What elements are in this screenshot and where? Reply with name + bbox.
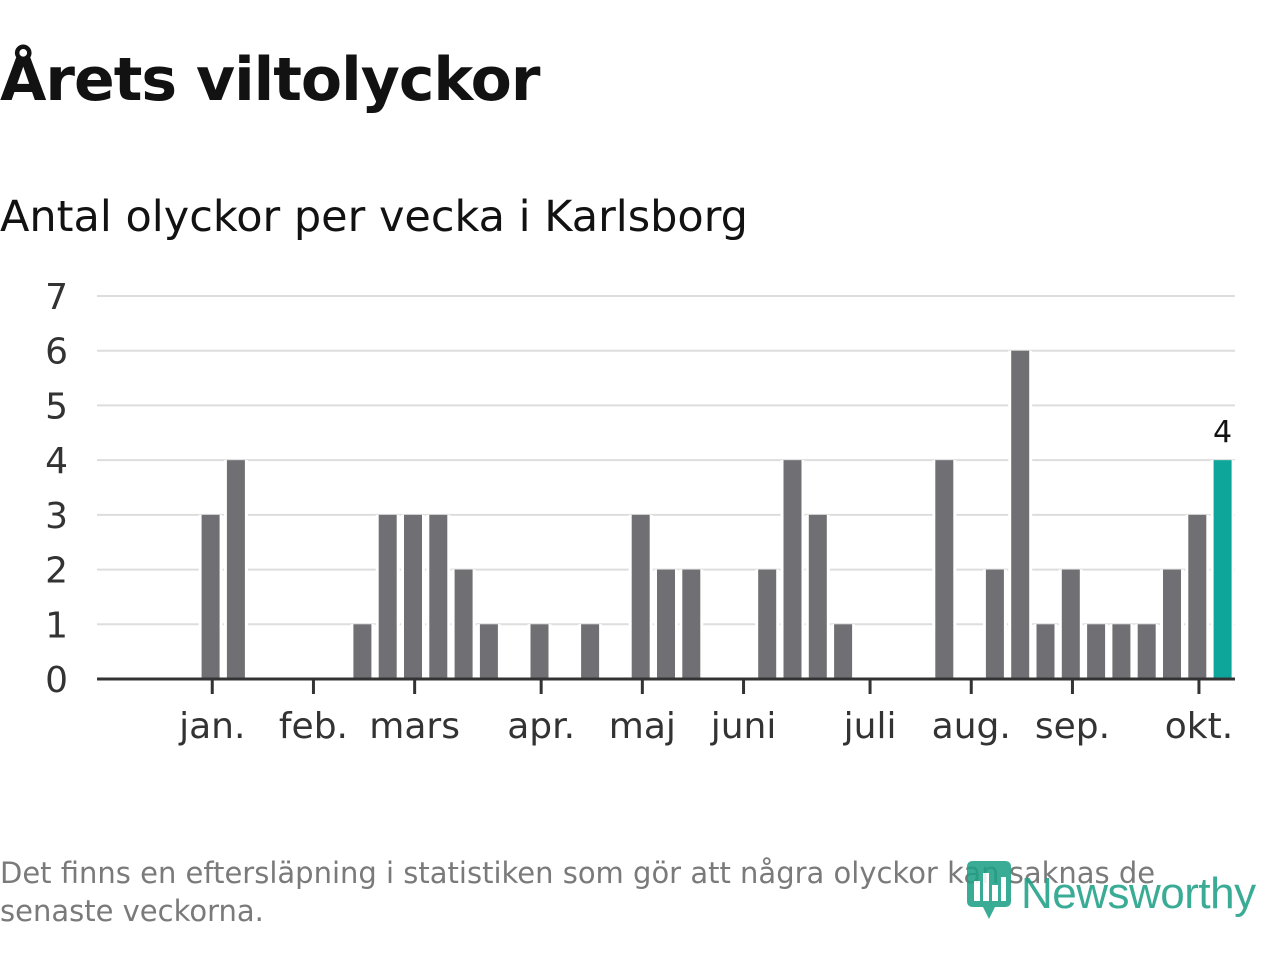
bar	[378, 514, 397, 679]
bar	[429, 514, 448, 679]
y-tick-label: 4	[45, 441, 68, 482]
x-tick-label: jan.	[178, 706, 245, 747]
bar	[479, 624, 498, 679]
y-tick-label: 0	[45, 660, 68, 701]
y-tick-label: 7	[45, 277, 68, 318]
brand-logo: Newsworthy	[963, 858, 1256, 930]
bar	[1036, 624, 1055, 679]
y-tick-label: 2	[45, 551, 68, 592]
bar	[353, 624, 372, 679]
bar	[1188, 514, 1207, 679]
bar	[404, 514, 422, 679]
chart-subtitle: Antal olyckor per vecka i Karlsborg	[0, 192, 748, 242]
x-tick-label: maj	[609, 706, 676, 747]
x-axis-labels: jan. feb. mars apr. maj juni juli aug. sep. okt.	[178, 706, 1233, 747]
bar	[935, 460, 954, 679]
x-tick-label: juli	[843, 706, 897, 747]
brand-name: Newsworthy	[1021, 869, 1256, 918]
x-tick-label: aug.	[932, 706, 1011, 747]
newsworthy-logo-icon	[963, 857, 1015, 931]
bar	[682, 569, 701, 679]
bar	[530, 624, 549, 679]
y-axis-labels: 0 1 2 3 4 5 6 7	[45, 277, 68, 701]
bar	[1163, 569, 1181, 679]
bar	[1087, 624, 1106, 679]
y-tick-label: 6	[45, 332, 68, 373]
annotations: 4	[1213, 415, 1232, 450]
highlight-value-label: 4	[1213, 415, 1232, 450]
bar	[581, 624, 600, 679]
x-tick-label: mars	[369, 706, 460, 747]
bar	[226, 460, 245, 679]
bar-chart: 0 1 2 3 4 5 6 7 jan. feb. mars apr. maj juni juli aug.…	[45, 277, 1235, 747]
bar	[657, 569, 675, 679]
y-tick-label: 5	[45, 386, 68, 427]
y-tick-label: 3	[45, 496, 68, 537]
bar	[201, 514, 220, 679]
footnote: Det finns en eftersläpning i statistiken…	[0, 856, 1156, 928]
chart-title: Årets viltolyckor	[0, 45, 540, 115]
bar	[1112, 624, 1131, 679]
x-tick-label: apr.	[507, 706, 575, 747]
bar	[454, 569, 473, 679]
bar-highlight	[1213, 460, 1232, 679]
bar	[1137, 624, 1156, 679]
bar	[783, 460, 802, 679]
bar	[758, 569, 777, 679]
bar	[834, 624, 853, 679]
bar	[1061, 569, 1080, 679]
x-tick-label: okt.	[1165, 706, 1233, 747]
bar	[808, 514, 827, 679]
gridlines	[97, 295, 1235, 626]
bar	[631, 514, 650, 679]
x-tick-label: sep.	[1035, 706, 1110, 747]
x-axis	[97, 677, 1235, 694]
x-tick-label: feb.	[279, 706, 348, 747]
bars	[198, 350, 1235, 679]
x-tick-label: juni	[710, 706, 777, 747]
bar	[985, 569, 1004, 679]
y-tick-label: 1	[45, 605, 68, 646]
bar	[1011, 350, 1030, 679]
